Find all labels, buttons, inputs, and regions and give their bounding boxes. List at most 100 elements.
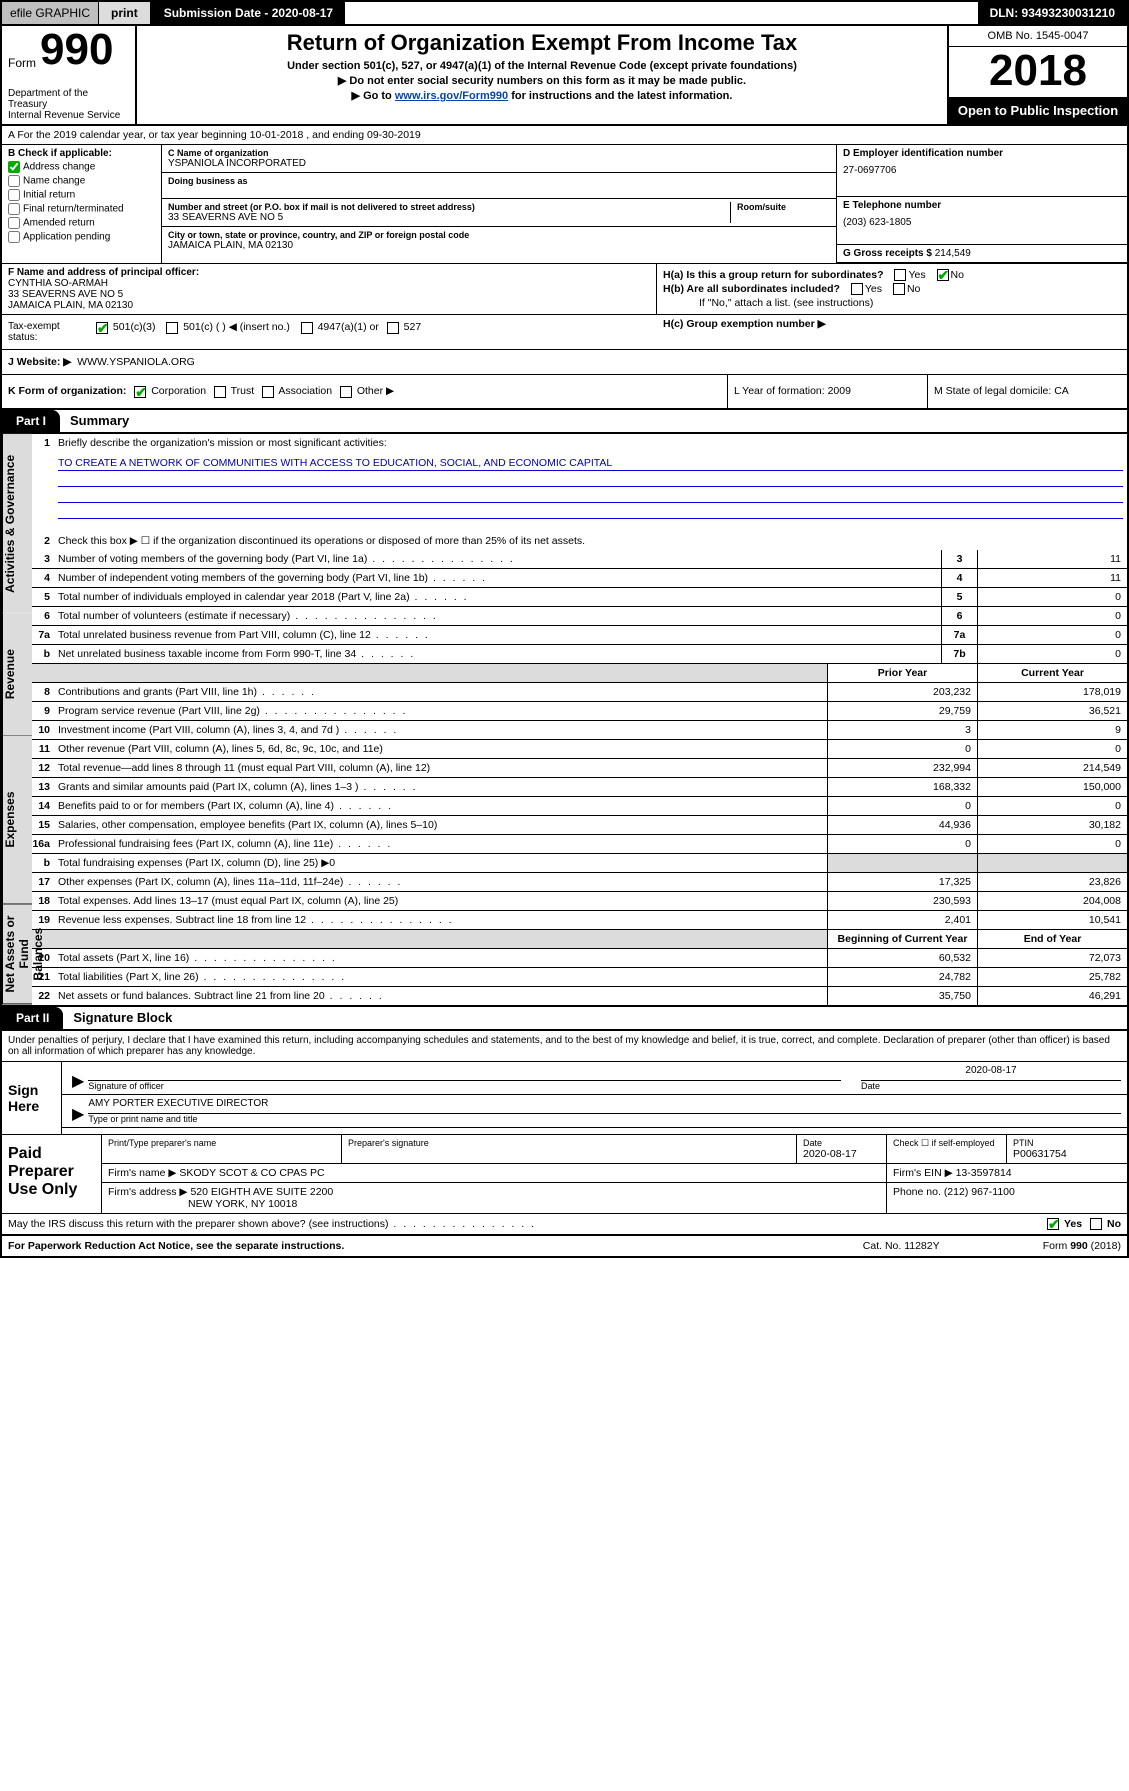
no-label: No	[951, 269, 964, 281]
opt-501c3: 501(c)(3)	[113, 321, 156, 333]
org-name-label: C Name of organization	[168, 148, 830, 158]
discuss-yes[interactable]	[1047, 1218, 1059, 1230]
website-label: J Website: ▶	[8, 356, 71, 368]
ha-yes[interactable]	[894, 269, 906, 281]
signature-block: Sign Here ▶ Signature of officer 2020-08…	[2, 1062, 1127, 1134]
poff-name: CYNTHIA SO-ARMAH	[8, 278, 650, 289]
preparer-date-label: Date	[803, 1138, 880, 1148]
ptin: P00631754	[1013, 1148, 1121, 1160]
line14-cy: 0	[977, 797, 1127, 815]
link-pre: ▶ Go to	[352, 90, 395, 102]
line12-label: Total revenue—add lines 8 through 11 (mu…	[54, 759, 827, 777]
check-name-change[interactable]: Name change	[8, 175, 155, 187]
website-row: J Website: ▶ WWW.YSPANIOLA.ORG	[2, 350, 1127, 375]
line6-val: 0	[977, 607, 1127, 625]
firm-addr-label: Firm's address ▶	[108, 1186, 188, 1198]
line12-py: 232,994	[827, 759, 977, 777]
hb-no[interactable]	[893, 283, 905, 295]
check-527[interactable]	[387, 322, 399, 334]
check-application-pending[interactable]: Application pending	[8, 231, 155, 243]
check-other[interactable]	[340, 386, 352, 398]
preparer-name-label: Print/Type preparer's name	[108, 1138, 335, 1148]
no-label: No	[1107, 1218, 1121, 1230]
form-number: 990	[40, 30, 113, 70]
self-employed-check[interactable]: Check ☐ if self-employed	[887, 1135, 1007, 1163]
ein: 27-0697706	[843, 165, 1121, 176]
check-4947[interactable]	[301, 322, 313, 334]
line21-cy: 25,782	[977, 968, 1127, 986]
line11-label: Other revenue (Part VIII, column (A), li…	[54, 740, 827, 758]
sig-date: 2020-08-17	[861, 1065, 1121, 1081]
check-501c[interactable]	[166, 322, 178, 334]
line9-cy: 36,521	[977, 702, 1127, 720]
check-label: Application pending	[23, 232, 110, 243]
line17-py: 17,325	[827, 873, 977, 891]
tax-year: 2018	[949, 47, 1127, 97]
line18-label: Total expenses. Add lines 13–17 (must eq…	[54, 892, 827, 910]
line13-py: 168,332	[827, 778, 977, 796]
paperwork-notice: For Paperwork Reduction Act Notice, see …	[8, 1240, 863, 1252]
line2-label: Check this box ▶ ☐ if the organization d…	[54, 532, 1127, 550]
line1-value: TO CREATE A NETWORK OF COMMUNITIES WITH …	[58, 457, 1123, 471]
form-990-page: efile GRAPHIC print Submission Date - 20…	[0, 0, 1129, 1258]
dba-label: Doing business as	[168, 176, 830, 186]
check-trust[interactable]	[214, 386, 226, 398]
part2-title: Signature Block	[63, 1010, 172, 1025]
check-final-return[interactable]: Final return/terminated	[8, 203, 155, 215]
tax-exempt-row: Tax-exempt status: 501(c)(3) 501(c) ( ) …	[2, 315, 1127, 350]
discuss-no[interactable]	[1090, 1218, 1102, 1230]
poff-addr1: 33 SEAVERNS AVE NO 5	[8, 289, 650, 300]
check-amended[interactable]: Amended return	[8, 217, 155, 229]
check-association[interactable]	[262, 386, 274, 398]
check-corporation[interactable]	[134, 386, 146, 398]
part1-title: Summary	[60, 413, 129, 428]
submission-date: Submission Date - 2020-08-17	[152, 2, 345, 24]
hb-yes[interactable]	[851, 283, 863, 295]
open-public: Open to Public Inspection	[949, 97, 1127, 124]
header-middle: Return of Organization Exempt From Incom…	[137, 26, 947, 124]
line19-cy: 10,541	[977, 911, 1127, 929]
footer: For Paperwork Reduction Act Notice, see …	[2, 1236, 1127, 1256]
line21-label: Total liabilities (Part X, line 26)	[54, 968, 827, 986]
check-501c3[interactable]	[96, 322, 108, 334]
prior-year-hdr: Prior Year	[827, 664, 977, 682]
print-button[interactable]: print	[99, 2, 152, 24]
row-a-calendar-year: A For the 2019 calendar year, or tax yea…	[2, 126, 1127, 145]
opt-assoc: Association	[278, 385, 332, 397]
check-initial-return[interactable]: Initial return	[8, 189, 155, 201]
hc-label: H(c) Group exemption number ▶	[663, 318, 826, 330]
line8-py: 203,232	[827, 683, 977, 701]
ha-no[interactable]	[937, 269, 949, 281]
phone: (212) 967-1100	[944, 1186, 1015, 1198]
header-right: OMB No. 1545-0047 2018 Open to Public In…	[947, 26, 1127, 124]
dln: DLN: 93493230031210	[978, 2, 1127, 24]
beginning-year-hdr: Beginning of Current Year	[827, 930, 977, 948]
line14-py: 0	[827, 797, 977, 815]
line16b-py	[827, 854, 977, 872]
line22-cy: 46,291	[977, 987, 1127, 1005]
irs-link[interactable]: www.irs.gov/Form990	[395, 90, 508, 102]
arrow-icon: ▶	[72, 1104, 84, 1124]
department-label: Department of the Treasury Internal Reve…	[8, 88, 129, 121]
part1-tab: Part I	[2, 410, 60, 432]
line17-label: Other expenses (Part IX, column (A), lin…	[54, 873, 827, 891]
sig-officer-label: Signature of officer	[88, 1081, 841, 1091]
opt-4947: 4947(a)(1) or	[318, 321, 379, 333]
check-address-change[interactable]: Address change	[8, 161, 155, 173]
line7a-num: 7a	[941, 626, 977, 644]
line7a-val: 0	[977, 626, 1127, 644]
city: JAMAICA PLAIN, MA 02130	[168, 240, 830, 251]
link-post: for instructions and the latest informat…	[508, 90, 732, 102]
k-label: K Form of organization:	[8, 385, 126, 397]
telephone-label: E Telephone number	[843, 200, 1121, 211]
cat-no: Cat. No. 11282Y	[863, 1240, 1043, 1252]
line7b-val: 0	[977, 645, 1127, 663]
col-b-label: B Check if applicable:	[8, 148, 155, 159]
tax-exempt-label: Tax-exempt status:	[2, 315, 88, 349]
firm-addr1: 520 EIGHTH AVE SUITE 2200	[190, 1186, 333, 1198]
line14-label: Benefits paid to or for members (Part IX…	[54, 797, 827, 815]
line10-py: 3	[827, 721, 977, 739]
arrow-icon: ▶	[72, 1071, 84, 1091]
state-domicile: M State of legal domicile: CA	[927, 375, 1127, 407]
line3-val: 11	[977, 550, 1127, 568]
